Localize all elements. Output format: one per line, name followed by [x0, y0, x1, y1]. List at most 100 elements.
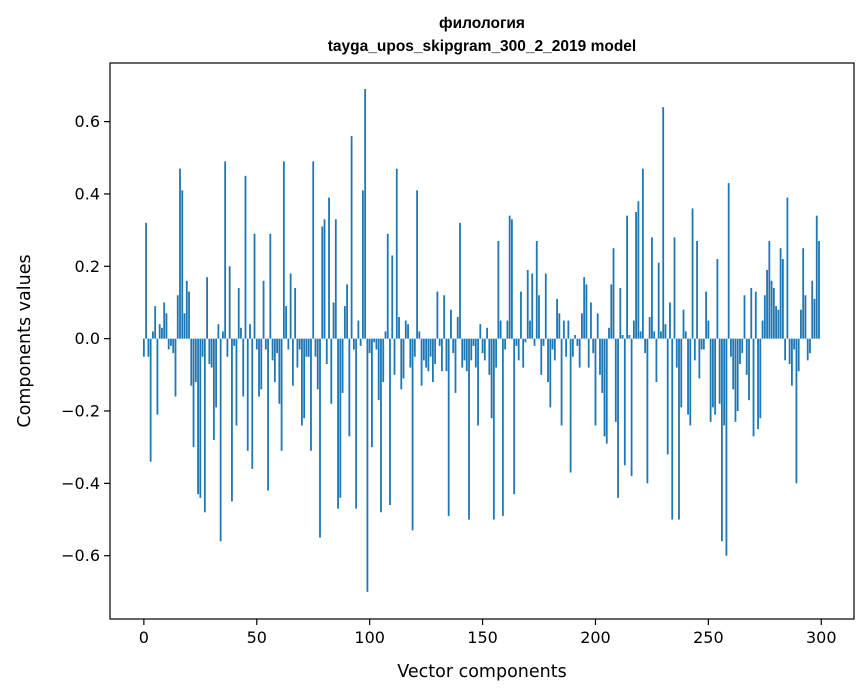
bar-2: [147, 338, 150, 357]
bar-269: [750, 288, 753, 339]
y-tick-label: 0.4: [75, 184, 100, 203]
bar-151: [483, 338, 486, 361]
bar-63: [285, 306, 288, 339]
x-tick-label: 300: [806, 628, 837, 647]
bar-0: [142, 338, 145, 357]
bar-228: [657, 262, 660, 339]
bar-3: [149, 338, 152, 462]
bar-200: [594, 338, 597, 426]
bar-260: [730, 338, 732, 357]
bar-50: [255, 338, 258, 350]
bar-1: [145, 222, 148, 339]
bar-132: [441, 338, 443, 372]
bar-194: [581, 313, 583, 339]
bar-130: [436, 291, 439, 339]
bar-95: [357, 320, 360, 339]
bar-36: [224, 161, 227, 339]
bar-74: [310, 338, 312, 451]
bar-297: [813, 298, 816, 339]
bar-72: [305, 338, 308, 357]
bar-295: [809, 338, 811, 354]
bar-245: [696, 240, 698, 339]
bar-266: [743, 295, 746, 339]
bar-39: [231, 338, 233, 502]
bar-8: [161, 327, 163, 339]
bar-56: [269, 233, 272, 339]
bar-199: [592, 338, 595, 354]
bar-124: [422, 338, 425, 361]
bar-149: [479, 324, 482, 339]
bar-75: [312, 161, 315, 339]
bar-190: [571, 338, 574, 357]
bar-158: [499, 320, 502, 339]
bar-29: [208, 338, 211, 364]
bar-138: [454, 338, 457, 393]
bar-248: [702, 338, 705, 350]
bar-285: [786, 197, 789, 339]
bar-274: [761, 320, 764, 339]
chart-subtitle: tayga_upos_skipgram_300_2_2019 model: [328, 38, 636, 55]
bar-104: [377, 338, 380, 401]
bar-103: [375, 338, 378, 350]
bar-191: [574, 335, 577, 339]
bar-299: [818, 240, 820, 339]
bar-153: [488, 338, 491, 375]
y-tick-label: −0.2: [61, 401, 100, 420]
bar-113: [398, 316, 400, 339]
bar-93: [352, 338, 355, 350]
bar-279: [772, 288, 775, 339]
bar-166: [517, 338, 520, 361]
bar-88: [341, 338, 344, 393]
bar-94: [355, 338, 358, 509]
bar-42: [237, 288, 240, 339]
bar-157: [497, 240, 500, 339]
bar-290: [797, 338, 800, 372]
bar-294: [806, 338, 809, 361]
bar-48: [251, 338, 254, 469]
bar-226: [653, 331, 656, 339]
bar-65: [289, 273, 292, 339]
bar-80: [323, 219, 326, 339]
bar-62: [282, 161, 285, 339]
bar-127: [429, 338, 432, 357]
bar-57: [271, 338, 274, 361]
bar-287: [791, 338, 793, 386]
bar-214: [626, 215, 628, 339]
bar-263: [736, 338, 739, 411]
bar-213: [623, 338, 626, 466]
bar-189: [569, 338, 572, 473]
bar-202: [599, 338, 601, 375]
bar-18: [183, 313, 186, 339]
bar-51: [258, 338, 260, 397]
bar-23: [194, 338, 197, 383]
bar-143: [465, 338, 468, 372]
bar-293: [804, 295, 807, 339]
bar-111: [393, 338, 396, 375]
bar-216: [630, 338, 633, 477]
x-axis-ticks: 0 50 100 150 200 250 300: [139, 619, 837, 647]
bar-146: [472, 338, 475, 346]
bar-107: [384, 331, 387, 339]
bar-198: [590, 302, 592, 339]
bar-26: [201, 338, 204, 357]
bar-179: [547, 338, 549, 383]
bar-45: [244, 175, 247, 339]
bar-281: [777, 309, 780, 339]
bar-168: [522, 338, 525, 368]
bar-210: [617, 338, 619, 498]
bar-192: [576, 338, 579, 346]
bar-180: [549, 338, 552, 408]
x-tick-label: 50: [247, 628, 267, 647]
bar-262: [734, 338, 737, 422]
bar-254: [716, 259, 719, 339]
bar-136: [450, 309, 452, 339]
bar-27: [203, 338, 206, 513]
bar-16: [179, 168, 181, 339]
bar-140: [459, 222, 461, 339]
bar-34: [219, 338, 222, 542]
bar-211: [619, 288, 622, 339]
bar-125: [425, 338, 428, 368]
bar-164: [513, 338, 516, 495]
bar-59: [276, 338, 278, 354]
bar-118: [409, 338, 412, 368]
